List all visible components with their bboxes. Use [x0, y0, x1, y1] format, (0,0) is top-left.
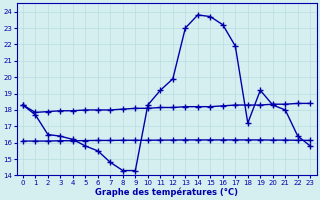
X-axis label: Graphe des températures (°C): Graphe des températures (°C) — [95, 187, 238, 197]
